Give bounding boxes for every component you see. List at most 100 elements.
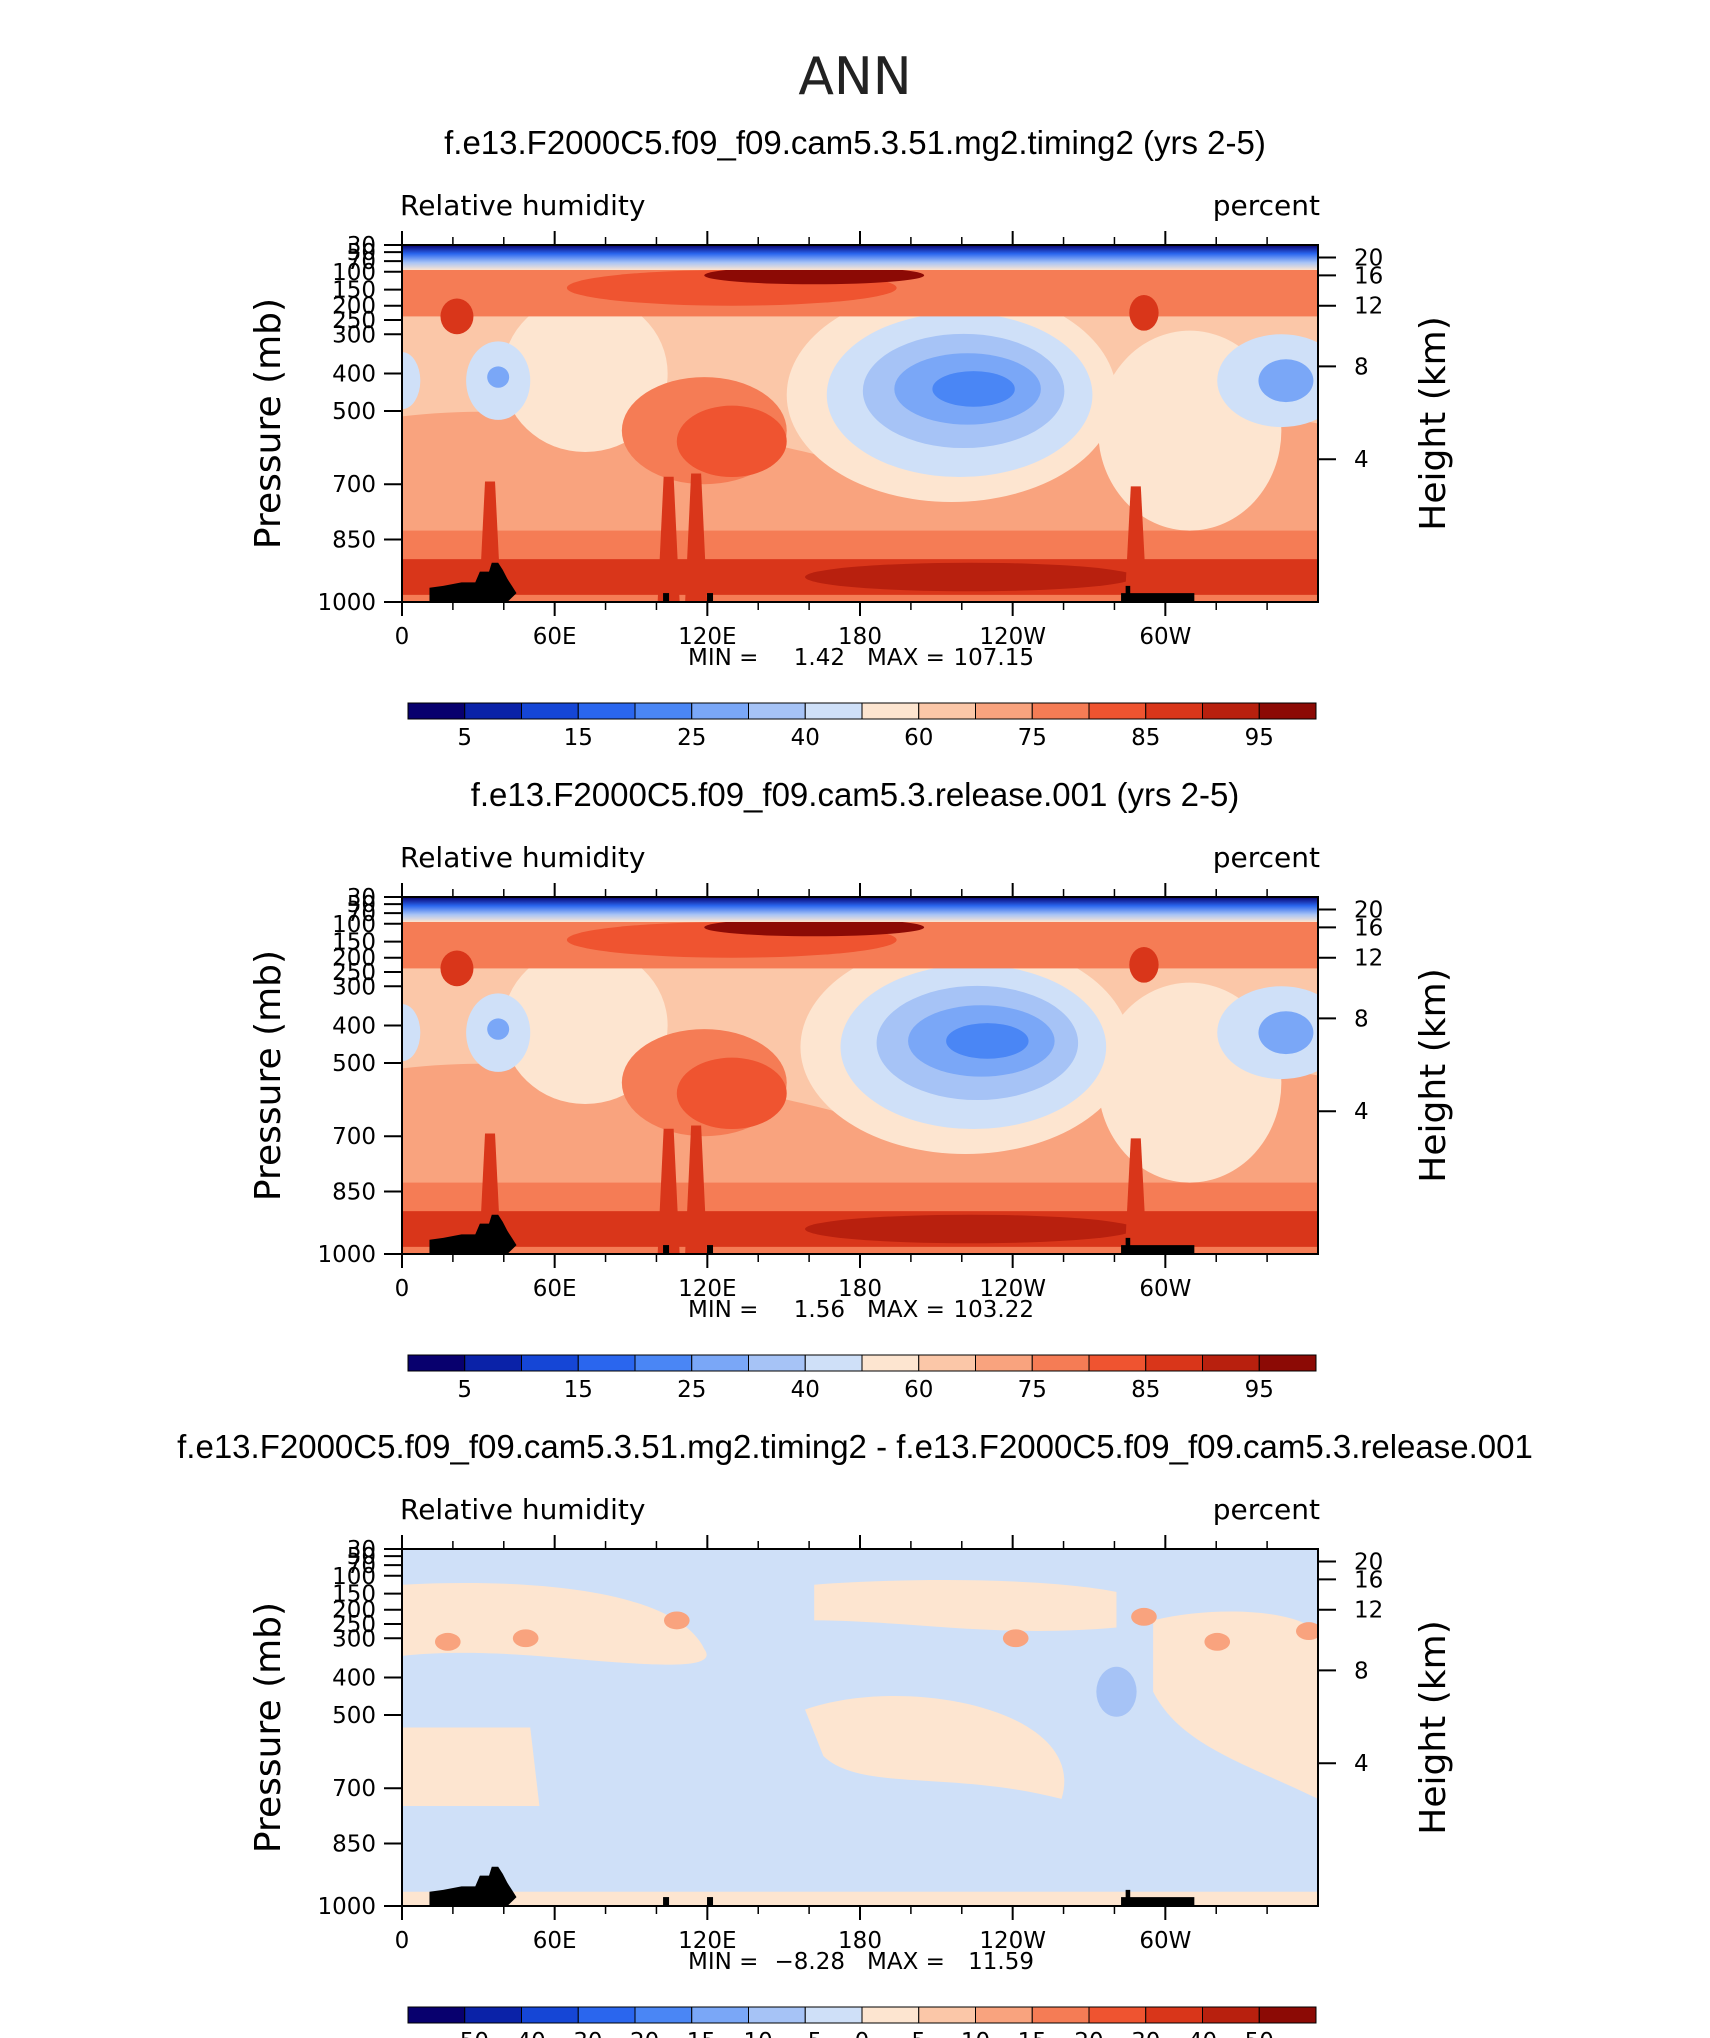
colorbar-label: −5 bbox=[788, 2029, 822, 2038]
max-label: MAX = bbox=[867, 645, 945, 671]
colorbar-label: 25 bbox=[677, 725, 706, 751]
topography-andes bbox=[1121, 585, 1195, 602]
colorbar-swatch bbox=[577, 2006, 636, 2024]
y-tick-label: 400 bbox=[332, 1666, 376, 1692]
y-tick-label: 50 bbox=[347, 892, 376, 918]
x-tick-label: 60E bbox=[533, 624, 577, 650]
contour-field bbox=[402, 897, 1318, 1254]
y-right-tick-label: 12 bbox=[1354, 1598, 1383, 1624]
panel-title: f.e13.F2000C5.f09_f09.cam5.3.release.001… bbox=[471, 776, 1240, 813]
min-value: 1.42 bbox=[794, 645, 845, 671]
y-tick-label: 70 bbox=[347, 901, 376, 927]
colorbar-swatch bbox=[918, 1354, 976, 1372]
colorbar-swatch bbox=[464, 702, 522, 720]
y-right-tick-label: 20 bbox=[1354, 1549, 1383, 1575]
field-stratosphere bbox=[402, 245, 1318, 270]
figure-title: ANN bbox=[798, 47, 911, 107]
colorbar-swatch bbox=[1145, 2006, 1203, 2024]
panel-title: f.e13.F2000C5.f09_f09.cam5.3.51.mg2.timi… bbox=[177, 1428, 1533, 1465]
x-tick-label: 120W bbox=[979, 1276, 1046, 1302]
y-tick-label: 100 bbox=[332, 1564, 376, 1590]
panel-3: f.e13.F2000C5.f09_f09.cam5.3.51.mg2.timi… bbox=[177, 1428, 1533, 2038]
colorbar-swatch bbox=[1031, 2006, 1090, 2024]
colorbar-label: 5 bbox=[911, 2029, 926, 2038]
x-tick-label: 0 bbox=[395, 624, 410, 650]
contour-field bbox=[402, 245, 1318, 602]
colorbar: 5 15 25 40 60 75 85 95 bbox=[407, 702, 1317, 751]
y-right-tick-label: 4 bbox=[1354, 447, 1369, 473]
x-tick-label: 60W bbox=[1139, 624, 1191, 650]
colorbar-label: 85 bbox=[1131, 725, 1160, 751]
max-value: 107.15 bbox=[954, 645, 1034, 671]
field-pos-io bbox=[402, 1727, 540, 1807]
min-label: MIN = bbox=[688, 645, 758, 671]
y-axis-title: Pressure (mb) bbox=[248, 1602, 289, 1853]
colorbar-label: 75 bbox=[1018, 725, 1047, 751]
field-atl-dry-core bbox=[1258, 1011, 1314, 1055]
contour-field bbox=[402, 1549, 1318, 1906]
max-value: 103.22 bbox=[954, 1297, 1034, 1323]
field-plume-3 bbox=[1124, 486, 1147, 602]
field-plume-2 bbox=[685, 473, 708, 602]
colorbar-swatch bbox=[464, 2006, 522, 2024]
y-tick-label: 250 bbox=[332, 308, 376, 334]
colorbar-swatch bbox=[975, 702, 1033, 720]
colorbar-swatch bbox=[634, 2006, 693, 2024]
colorbar-swatch bbox=[975, 1354, 1033, 1372]
y-tick-label: 500 bbox=[332, 1051, 376, 1077]
variable-label: Relative humidity bbox=[400, 189, 645, 222]
colorbar-label: −10 bbox=[724, 2029, 773, 2038]
colorbar-swatch bbox=[861, 702, 920, 720]
units-label: percent bbox=[1213, 841, 1320, 874]
colorbar-swatch bbox=[918, 2006, 976, 2024]
colorbar-label: 15 bbox=[564, 1377, 593, 1403]
min-value: 1.56 bbox=[794, 1297, 845, 1323]
field-upper-blob-w bbox=[440, 950, 474, 987]
field-plume-3 bbox=[1124, 1138, 1147, 1254]
colorbar-swatch bbox=[521, 1354, 579, 1372]
colorbar-swatch bbox=[1031, 702, 1090, 720]
y-tick-label: 700 bbox=[332, 472, 376, 498]
y-tick-label: 150 bbox=[332, 930, 376, 956]
field-bl-max bbox=[805, 562, 1135, 592]
y-tick-label: 200 bbox=[332, 294, 376, 320]
min-label: MIN = bbox=[688, 1949, 758, 1975]
field-bl-max bbox=[805, 1214, 1135, 1244]
field-pos-central bbox=[805, 1695, 1065, 1799]
y-tick-label: 700 bbox=[332, 1776, 376, 1802]
topography-east-africa bbox=[429, 1866, 517, 1906]
colorbar-swatch bbox=[918, 702, 976, 720]
colorbar-swatch bbox=[1031, 1354, 1090, 1372]
colorbar-swatch bbox=[748, 1354, 806, 1372]
colorbar-swatch bbox=[975, 2006, 1033, 2024]
y-tick-label: 700 bbox=[332, 1124, 376, 1150]
field-pos-blob-5 bbox=[1204, 1632, 1231, 1651]
y-right-tick-label: 20 bbox=[1354, 897, 1383, 923]
field-atl-dry-core bbox=[1258, 359, 1314, 403]
colorbar-swatch bbox=[521, 702, 579, 720]
colorbar-label: 5 bbox=[457, 725, 472, 751]
topography-indonesia bbox=[663, 1245, 670, 1254]
y-right-tick-label: 16 bbox=[1354, 263, 1383, 289]
x-tick-label: 120E bbox=[678, 1276, 736, 1302]
field-pos-east bbox=[1153, 1611, 1318, 1799]
y-right-tick-label: 20 bbox=[1354, 245, 1383, 271]
colorbar-swatch bbox=[1258, 702, 1317, 720]
field-pacific-dry-5 bbox=[946, 1023, 1029, 1059]
y-axis-right-title: Height (km) bbox=[1413, 1620, 1454, 1834]
y-tick-label: 300 bbox=[332, 1626, 376, 1652]
max-label: MAX = bbox=[867, 1949, 945, 1975]
y-tick-label: 70 bbox=[347, 1553, 376, 1579]
y-tick-label: 50 bbox=[347, 240, 376, 266]
topography-indonesia bbox=[663, 593, 670, 602]
y-axis-right-title: Height (km) bbox=[1413, 968, 1454, 1182]
x-tick-label: 120W bbox=[979, 624, 1046, 650]
topography-east-africa bbox=[429, 562, 517, 602]
colorbar-label: 30 bbox=[1131, 2029, 1160, 2038]
field-pos-blob-0 bbox=[434, 1632, 461, 1651]
y-right-tick-label: 12 bbox=[1354, 294, 1383, 320]
colorbar-label: 60 bbox=[904, 725, 933, 751]
y-tick-label: 1000 bbox=[317, 590, 376, 616]
y-tick-label: 30 bbox=[347, 885, 376, 911]
colorbar-swatch bbox=[634, 702, 693, 720]
